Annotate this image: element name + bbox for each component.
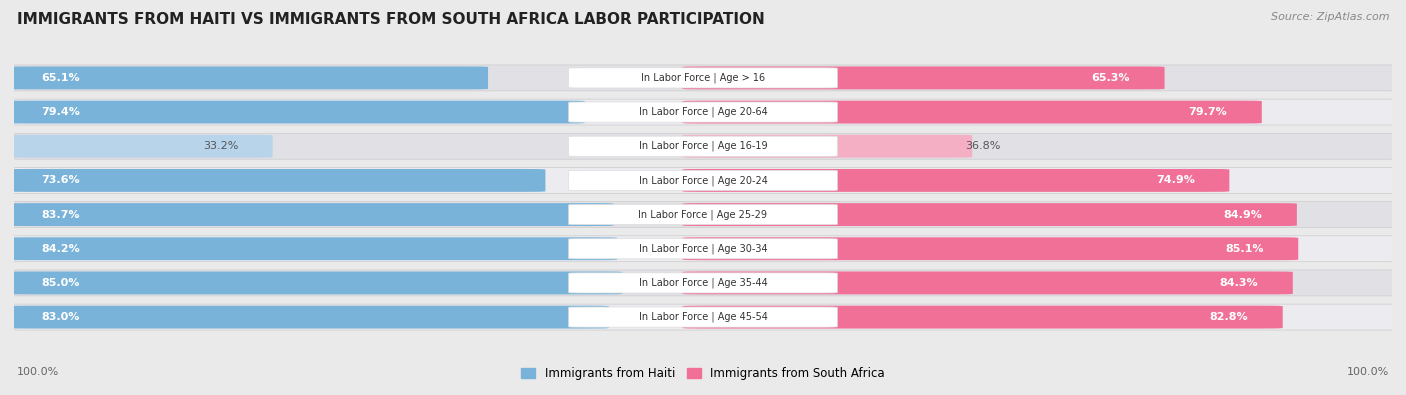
FancyBboxPatch shape — [7, 101, 585, 124]
FancyBboxPatch shape — [7, 135, 273, 158]
FancyBboxPatch shape — [0, 201, 1406, 228]
FancyBboxPatch shape — [568, 307, 838, 327]
FancyBboxPatch shape — [682, 66, 1164, 89]
FancyBboxPatch shape — [682, 169, 1229, 192]
FancyBboxPatch shape — [682, 101, 1261, 124]
FancyBboxPatch shape — [0, 167, 1406, 194]
FancyBboxPatch shape — [568, 136, 838, 156]
FancyBboxPatch shape — [682, 203, 1296, 226]
FancyBboxPatch shape — [568, 68, 838, 88]
Text: In Labor Force | Age 30-34: In Labor Force | Age 30-34 — [638, 243, 768, 254]
Text: 83.0%: 83.0% — [42, 312, 80, 322]
Legend: Immigrants from Haiti, Immigrants from South Africa: Immigrants from Haiti, Immigrants from S… — [516, 363, 890, 385]
FancyBboxPatch shape — [0, 65, 1406, 91]
Text: 83.7%: 83.7% — [42, 210, 80, 220]
FancyBboxPatch shape — [7, 237, 617, 260]
FancyBboxPatch shape — [0, 270, 1406, 296]
Text: 33.2%: 33.2% — [202, 141, 238, 151]
FancyBboxPatch shape — [682, 237, 1298, 260]
Text: 84.2%: 84.2% — [42, 244, 80, 254]
Text: 74.9%: 74.9% — [1156, 175, 1195, 185]
Text: In Labor Force | Age 25-29: In Labor Force | Age 25-29 — [638, 209, 768, 220]
Text: In Labor Force | Age 16-19: In Labor Force | Age 16-19 — [638, 141, 768, 152]
FancyBboxPatch shape — [7, 306, 609, 329]
Text: 79.4%: 79.4% — [42, 107, 80, 117]
Text: Source: ZipAtlas.com: Source: ZipAtlas.com — [1271, 12, 1389, 22]
FancyBboxPatch shape — [0, 304, 1406, 330]
FancyBboxPatch shape — [682, 271, 1294, 294]
FancyBboxPatch shape — [7, 271, 623, 294]
Text: 36.8%: 36.8% — [966, 141, 1001, 151]
FancyBboxPatch shape — [568, 273, 838, 293]
Text: 100.0%: 100.0% — [1347, 367, 1389, 377]
Text: In Labor Force | Age 20-64: In Labor Force | Age 20-64 — [638, 107, 768, 117]
Text: IMMIGRANTS FROM HAITI VS IMMIGRANTS FROM SOUTH AFRICA LABOR PARTICIPATION: IMMIGRANTS FROM HAITI VS IMMIGRANTS FROM… — [17, 12, 765, 27]
Text: 100.0%: 100.0% — [17, 367, 59, 377]
FancyBboxPatch shape — [7, 169, 546, 192]
Text: 79.7%: 79.7% — [1188, 107, 1227, 117]
Text: In Labor Force | Age 45-54: In Labor Force | Age 45-54 — [638, 312, 768, 322]
Text: 82.8%: 82.8% — [1209, 312, 1249, 322]
FancyBboxPatch shape — [0, 236, 1406, 262]
Text: 85.1%: 85.1% — [1225, 244, 1264, 254]
Text: 84.3%: 84.3% — [1220, 278, 1258, 288]
FancyBboxPatch shape — [568, 239, 838, 259]
FancyBboxPatch shape — [682, 306, 1282, 329]
Text: 84.9%: 84.9% — [1223, 210, 1263, 220]
FancyBboxPatch shape — [568, 205, 838, 225]
Text: In Labor Force | Age 35-44: In Labor Force | Age 35-44 — [638, 278, 768, 288]
Text: In Labor Force | Age > 16: In Labor Force | Age > 16 — [641, 73, 765, 83]
Text: 65.3%: 65.3% — [1091, 73, 1130, 83]
FancyBboxPatch shape — [568, 170, 838, 190]
Text: 85.0%: 85.0% — [42, 278, 80, 288]
Text: 65.1%: 65.1% — [42, 73, 80, 83]
Text: 73.6%: 73.6% — [42, 175, 80, 185]
FancyBboxPatch shape — [682, 135, 972, 158]
FancyBboxPatch shape — [0, 99, 1406, 125]
Text: In Labor Force | Age 20-24: In Labor Force | Age 20-24 — [638, 175, 768, 186]
FancyBboxPatch shape — [568, 102, 838, 122]
FancyBboxPatch shape — [0, 133, 1406, 159]
FancyBboxPatch shape — [7, 66, 488, 89]
FancyBboxPatch shape — [7, 203, 613, 226]
